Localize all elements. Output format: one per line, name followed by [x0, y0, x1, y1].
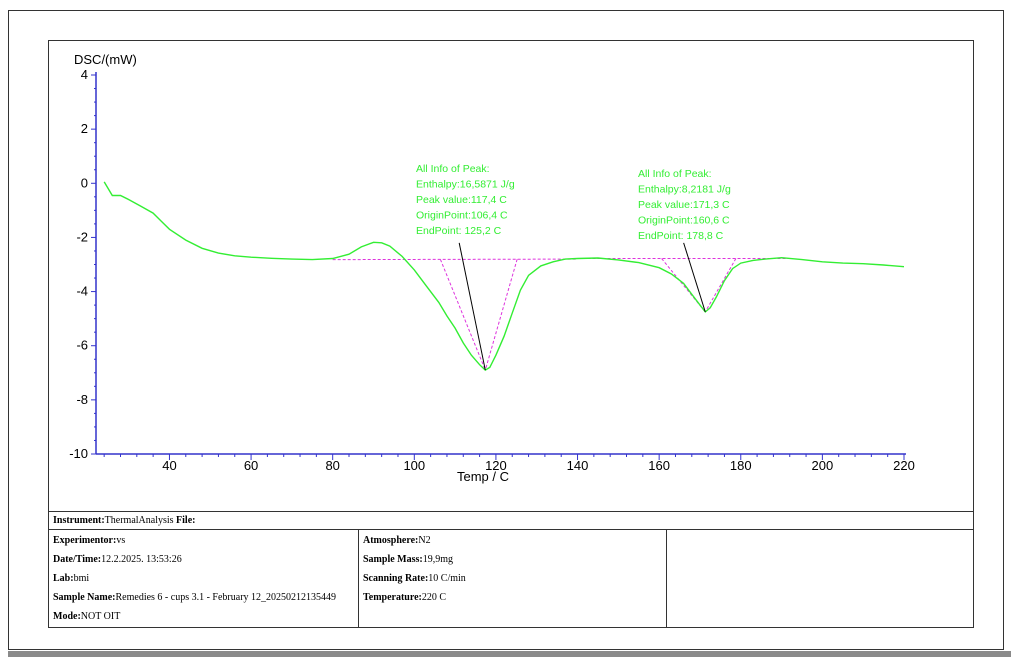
peak-info-line: EndPoint: 178,8 C	[638, 230, 724, 242]
peak-info-line: Enthalpy:8,2181 J/g	[638, 184, 731, 196]
x-tick-label: 80	[325, 458, 339, 473]
sample-name-field: Sample Name:Remedies 6 - cups 3.1 - Febr…	[53, 592, 337, 603]
mode-field: Mode:NOT OIT	[53, 611, 121, 622]
x-tick-label: 200	[812, 458, 834, 473]
report-frame	[8, 10, 1004, 650]
endset-tangent-line	[704, 258, 737, 313]
x-tick-label: 220	[893, 458, 915, 473]
instrument-row: Instrument:ThermalAnalysis File:	[49, 511, 973, 530]
y-tick-label: -2	[76, 229, 88, 244]
x-tick-label: 100	[403, 458, 425, 473]
peak-info-annotation: All Info of Peak: Enthalpy:8,2181 J/g Peak…	[638, 168, 731, 242]
temperature-field: Temperature:220 C	[363, 592, 447, 603]
instrument-field: Instrument:ThermalAnalysis File:	[53, 515, 196, 526]
endset-tangent-line	[484, 259, 518, 371]
experimentor-field: Experimentor:vs	[53, 535, 126, 546]
x-axis-label: Temp / C	[457, 469, 509, 484]
y-tick-label: -6	[76, 338, 88, 353]
peak-info-line: Peak value:171,3 C	[638, 199, 730, 211]
peak-baseline	[332, 258, 578, 261]
measurement-info-table: Instrument:ThermalAnalysis File: Experim…	[49, 511, 973, 627]
y-tick-label: -8	[76, 392, 88, 407]
lab-field: Lab:bmi	[53, 573, 90, 584]
bottom-shadow-bar	[8, 651, 1011, 657]
peak-info-line: All Info of Peak:	[416, 163, 490, 175]
datetime-field: Date/Time:12.2.2025. 13:53:26	[53, 554, 182, 565]
column-divider	[358, 529, 359, 627]
y-tick-label: -4	[76, 284, 88, 299]
peak-info-line: All Info of Peak:	[638, 168, 712, 180]
peak-info-line: Enthalpy:16,5871 J/g	[416, 179, 515, 191]
peak-info-line: Peak value:117,4 C	[416, 194, 507, 206]
x-tick-label: 140	[567, 458, 589, 473]
peak-info-line: OriginPoint:106,4 C	[416, 210, 508, 222]
column-divider	[666, 529, 667, 627]
details-row	[49, 529, 973, 628]
x-tick-label: 40	[162, 458, 176, 473]
y-axis-label: DSC/(mW)	[74, 52, 137, 67]
peak-info-line: OriginPoint:160,6 C	[638, 215, 730, 227]
y-tick-label: 2	[81, 121, 88, 136]
onset-tangent-line	[439, 259, 486, 371]
x-tick-label: 120	[485, 458, 507, 473]
peak-info-annotation: All Info of Peak: Enthalpy:16,5871 J/g Pea…	[416, 163, 515, 237]
y-tick-label: 0	[81, 175, 88, 190]
y-tick-label: 4	[81, 67, 88, 82]
scanning-rate-field: Scanning Rate:10 C/min	[363, 573, 466, 584]
peak-pointer-line	[458, 242, 486, 371]
x-tick-label: 180	[730, 458, 752, 473]
atmosphere-field: Atmosphere:N2	[363, 535, 431, 546]
chart-panel	[48, 40, 974, 628]
x-tick-label: 60	[244, 458, 258, 473]
x-tick-label: 160	[648, 458, 670, 473]
y-tick-label: -10	[69, 446, 88, 461]
dsc-curve	[103, 181, 905, 371]
sample-mass-field: Sample Mass:19,9mg	[363, 554, 454, 565]
peak-info-line: EndPoint: 125,2 C	[416, 225, 502, 237]
peak-pointer-line	[683, 242, 706, 313]
